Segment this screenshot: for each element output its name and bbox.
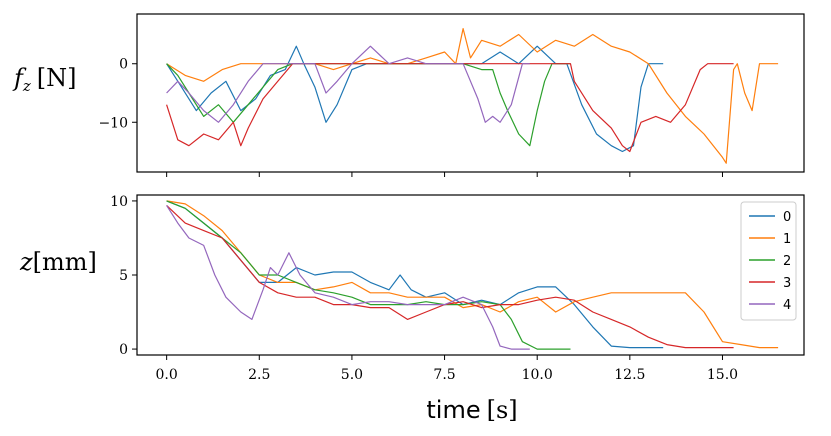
position-series-line-0 bbox=[166, 200, 664, 349]
legend: 0 1 2 3 4 bbox=[740, 201, 797, 321]
force-y-tick-label: 0 bbox=[119, 57, 128, 73]
force-x-ticks bbox=[166, 172, 723, 177]
position-series-line-1 bbox=[166, 200, 779, 349]
force-panel: 0−10 fz [N] bbox=[12, 13, 805, 177]
position-y-label-main: z bbox=[19, 248, 33, 276]
position-y-ticks: 0 5 10 bbox=[110, 194, 137, 358]
force-y-ticks: 0 −10 bbox=[98, 57, 137, 131]
legend-label-4: 4 bbox=[783, 298, 791, 313]
force-series-line-4 bbox=[166, 45, 530, 123]
time-x-label: time [s] bbox=[426, 396, 517, 424]
legend-label-0: 0 bbox=[783, 210, 791, 225]
position-y-label-unit: [mm] bbox=[33, 248, 97, 276]
position-x-ticks: 0.0 2.5 5.0 7.5 10.0 12.5 15.0 bbox=[156, 355, 738, 383]
position-y-label: z[mm] bbox=[19, 248, 97, 276]
force-series-line-1 bbox=[166, 28, 779, 164]
time-x-label-unit: [s] bbox=[487, 396, 518, 424]
legend-items: 0 1 2 3 4 bbox=[749, 210, 791, 313]
legend-box bbox=[740, 201, 797, 321]
legend-label-1: 1 bbox=[783, 232, 791, 247]
position-x-tick-label: 12.5 bbox=[614, 367, 645, 383]
position-series-line-2 bbox=[166, 200, 571, 350]
position-x-tick-label: 0.0 bbox=[156, 367, 178, 383]
position-series-lines bbox=[166, 200, 779, 350]
position-plot-frame bbox=[136, 194, 805, 356]
force-series-line-3 bbox=[166, 63, 734, 153]
force-y-label: fz [N] bbox=[12, 64, 77, 95]
legend-label-2: 2 bbox=[783, 254, 791, 269]
force-y-label-unit: [N] bbox=[37, 64, 77, 92]
force-plot-frame bbox=[136, 13, 805, 173]
legend-label-3: 3 bbox=[783, 276, 791, 291]
position-x-tick-label: 7.5 bbox=[433, 367, 455, 383]
force-series-line-2 bbox=[166, 63, 571, 147]
position-y-tick-label: 10 bbox=[110, 194, 128, 210]
force-series-lines bbox=[166, 28, 779, 164]
force-y-label-sub: z bbox=[22, 77, 31, 95]
position-series-line-4 bbox=[166, 205, 530, 350]
position-x-tick-label: 2.5 bbox=[248, 367, 270, 383]
position-x-tick-label: 10.0 bbox=[522, 367, 553, 383]
position-series-line-3 bbox=[166, 204, 734, 349]
position-y-tick-label: 5 bbox=[119, 268, 128, 284]
position-x-tick-label: 15.0 bbox=[707, 367, 738, 383]
position-y-tick-label: 0 bbox=[119, 342, 128, 358]
position-x-tick-label: 5.0 bbox=[341, 367, 363, 383]
force-y-tick-label: −10 bbox=[98, 115, 128, 131]
time-x-label-main: time bbox=[426, 396, 480, 424]
